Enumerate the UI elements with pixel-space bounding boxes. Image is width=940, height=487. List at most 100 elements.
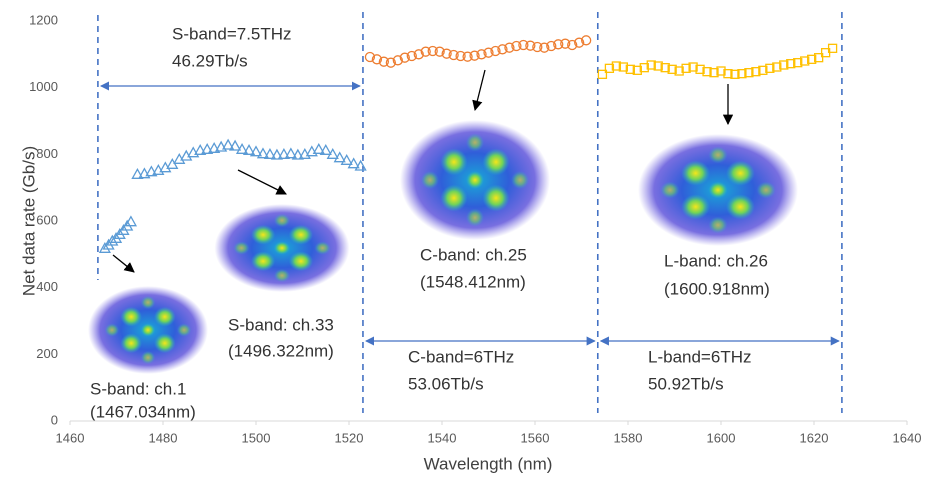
data-point: [441, 48, 452, 59]
y-tick-label: 1000: [29, 79, 58, 94]
data-point: [364, 51, 376, 63]
data-point: [525, 40, 536, 51]
x-tick-label: 1480: [149, 430, 178, 445]
data-point: [723, 69, 733, 79]
pointer-arrow: [237, 169, 287, 195]
data-point: [124, 215, 138, 227]
y-tick-label: 0: [51, 412, 58, 427]
annotation: S-band=7.5THz: [172, 24, 292, 43]
data-point: [138, 167, 151, 179]
data-point: [469, 50, 480, 61]
data-point: [413, 49, 424, 60]
data-point: [385, 57, 397, 68]
data-point: [340, 153, 353, 165]
data-point: [131, 167, 144, 179]
data-point: [639, 63, 649, 73]
annotation: (1496.322nm): [228, 341, 334, 360]
y-axis-title: Net data rate (Gb/s): [19, 146, 38, 296]
constellation-image: [88, 286, 208, 374]
constellation-image: [400, 120, 550, 240]
data-point: [574, 37, 585, 48]
y-tick-label: 1200: [29, 12, 58, 27]
data-point: [263, 147, 277, 159]
data-point: [772, 62, 782, 72]
data-point: [354, 159, 367, 171]
x-tick-label: 1520: [335, 430, 364, 445]
annotation: S-band: ch.1: [90, 379, 186, 398]
data-point: [695, 64, 705, 74]
data-point: [504, 42, 515, 53]
x-tick-label: 1580: [614, 430, 643, 445]
data-point: [618, 62, 628, 72]
annotation: (1467.034nm): [90, 402, 196, 421]
y-tick-label: 200: [36, 346, 58, 361]
data-point: [106, 234, 119, 246]
data-point: [249, 145, 263, 157]
data-point: [180, 149, 193, 161]
data-point: [709, 68, 719, 78]
data-point: [312, 142, 325, 154]
data-point: [667, 64, 677, 74]
annotation: L-band=6THz: [648, 347, 751, 366]
annotation: 46.29Tb/s: [172, 51, 248, 70]
data-point: [688, 62, 698, 72]
data-point: [660, 63, 670, 73]
annotation: 50.92Tb/s: [648, 374, 724, 393]
data-point: [653, 61, 663, 71]
data-point: [611, 61, 622, 71]
data-point: [326, 147, 339, 159]
data-point: [814, 53, 824, 63]
data-point: [553, 39, 564, 50]
data-point: [319, 143, 332, 155]
annotation: L-band: ch.26: [664, 251, 768, 270]
data-point: [737, 69, 747, 79]
data-point: [242, 143, 256, 155]
x-tick-label: 1640: [893, 430, 922, 445]
data-point: [284, 147, 297, 159]
data-point: [744, 68, 754, 78]
pointer-arrow: [112, 254, 135, 273]
data-point: [681, 63, 691, 73]
data-point: [462, 51, 473, 62]
data-point: [546, 40, 557, 52]
data-point: [674, 66, 684, 76]
data-point: [779, 60, 789, 70]
annotation: C-band=6THz: [408, 347, 514, 366]
data-point: [277, 147, 291, 159]
y-tick-label: 400: [36, 279, 58, 294]
data-point: [497, 44, 508, 55]
data-point: [539, 42, 550, 53]
x-tick-label: 1560: [521, 430, 550, 445]
data-point: [807, 54, 817, 64]
data-point: [434, 46, 445, 57]
annotation: S-band: ch.33: [228, 315, 334, 334]
y-tick-label: 800: [36, 146, 58, 161]
annotation: (1600.918nm): [664, 279, 770, 298]
data-point: [455, 50, 466, 62]
data-point: [490, 45, 501, 57]
data-point: [511, 40, 522, 52]
data-point: [518, 39, 529, 51]
data-point: [399, 52, 410, 63]
annotations: S-band=7.5THz 46.29Tb/s C-band=6THz 53.0…: [90, 24, 770, 421]
data-point: [208, 141, 221, 153]
data-point: [270, 148, 284, 160]
data-point: [448, 49, 459, 61]
data-point: [716, 66, 726, 76]
data-point: [378, 56, 390, 67]
constellation-image: [638, 134, 798, 246]
data-point: [235, 142, 249, 154]
data-point: [221, 138, 235, 150]
data-point: [702, 67, 712, 77]
data-point: [625, 64, 635, 74]
data-point: [597, 69, 608, 79]
data-point: [730, 69, 740, 79]
data-point: [632, 65, 642, 75]
y-tick-label: 600: [36, 212, 58, 227]
data-point: [758, 65, 768, 75]
pointer-arrow: [472, 69, 486, 112]
data-point: [256, 147, 270, 159]
data-point: [751, 67, 761, 77]
data-point: [291, 148, 304, 160]
annotation: 53.06Tb/s: [408, 374, 484, 393]
